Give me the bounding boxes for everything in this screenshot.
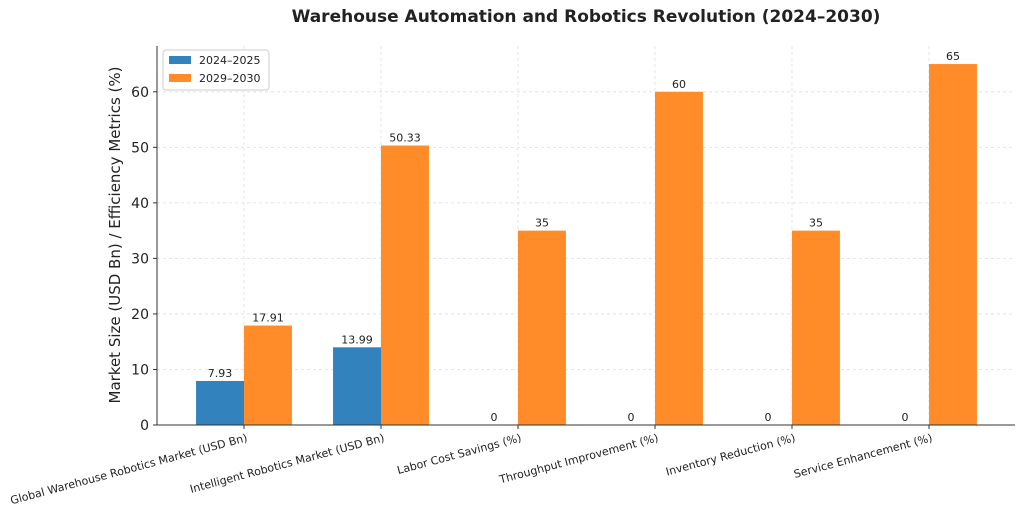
value-label: 0 bbox=[491, 411, 498, 424]
bar bbox=[654, 91, 703, 426]
x-tick-label: Inventory Reduction (%) bbox=[664, 431, 796, 478]
bar bbox=[517, 230, 566, 425]
bar bbox=[333, 347, 381, 425]
y-tick-label: 10 bbox=[131, 362, 149, 378]
x-tick-label: Labor Cost Savings (%) bbox=[396, 431, 523, 477]
value-label: 0 bbox=[765, 411, 772, 424]
x-tick-label: Global Warehouse Robotics Market (USD Bn… bbox=[9, 431, 249, 507]
value-label: 35 bbox=[535, 217, 549, 230]
legend-label: 2024–2025 bbox=[199, 54, 261, 67]
legend-swatch bbox=[169, 56, 191, 64]
value-label: 35 bbox=[809, 217, 823, 230]
y-tick-label: 30 bbox=[131, 251, 149, 267]
value-label: 50.33 bbox=[389, 132, 421, 145]
value-label: 13.99 bbox=[341, 333, 373, 346]
value-label: 7.93 bbox=[208, 367, 233, 380]
chart-title: Warehouse Automation and Robotics Revolu… bbox=[292, 7, 881, 27]
y-tick-label: 20 bbox=[131, 307, 149, 323]
value-label: 65 bbox=[946, 50, 960, 63]
y-tick-label: 60 bbox=[131, 85, 149, 101]
value-label: 17.91 bbox=[252, 312, 284, 325]
value-label: 0 bbox=[902, 411, 909, 424]
y-tick-label: 50 bbox=[131, 140, 149, 156]
value-label: 0 bbox=[628, 411, 635, 424]
bar bbox=[791, 230, 840, 425]
bar bbox=[928, 64, 977, 426]
x-tick-label: Service Enhancement (%) bbox=[792, 431, 933, 481]
legend: 2024–2025 2029–2030 bbox=[162, 49, 270, 91]
y-tick-label: 40 bbox=[131, 196, 149, 212]
legend-swatch bbox=[169, 74, 191, 82]
bar bbox=[243, 325, 292, 425]
y-tick-label: 0 bbox=[140, 418, 149, 434]
bar bbox=[380, 145, 429, 426]
bar bbox=[196, 380, 244, 425]
legend-label: 2029–2030 bbox=[199, 72, 261, 85]
y-axis-label: Market Size (USD Bn) / Efficiency Metric… bbox=[106, 67, 124, 404]
value-label: 60 bbox=[672, 78, 686, 91]
